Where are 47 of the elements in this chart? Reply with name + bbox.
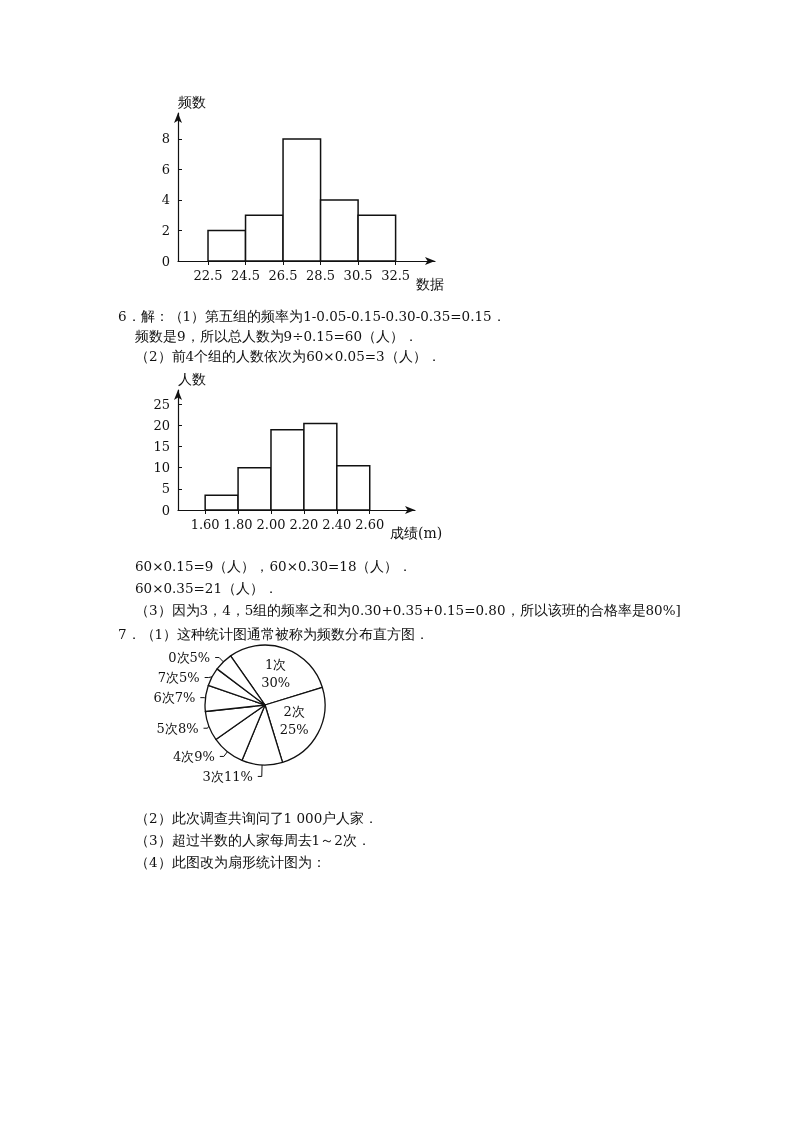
x-tick-label: 2.00: [256, 517, 286, 532]
slice-label: 1次: [265, 657, 287, 673]
chart-subtitle: 频数是9，所以总人数为9÷0.15=60（人）．: [135, 327, 419, 346]
text: （2）前4个组的人数依次为60×0.05=3（人）．: [135, 347, 441, 366]
y-tick-label: 0: [161, 253, 170, 269]
chart-title: 7．（1）这种统计图通常被称为频数分布直方图．: [118, 625, 430, 644]
text: （3）因为3，4，5组的频率之和为0.30+0.35+0.15=0.80，所以该班的合格率是80%]: [135, 601, 681, 620]
x-tick-label: 1.80: [223, 517, 253, 532]
slice-label: 0次5%: [168, 650, 211, 666]
text: 60×0.15=9（人），60×0.30=18（人）．: [135, 557, 413, 576]
y-tick-label: 20: [153, 417, 170, 433]
y-tick-label: 25: [153, 396, 170, 412]
x-tick-label: 24.5: [231, 268, 261, 283]
x-tick-label: 2.40: [322, 517, 352, 532]
data-label: 25%: [279, 721, 309, 737]
y-tick-label: 5: [161, 481, 170, 497]
y-tick-label: 6: [161, 161, 170, 177]
x-tick-label: 2.20: [289, 517, 319, 532]
slice-label: 3次11%: [202, 768, 253, 784]
chart-title: 6．解：（1）第五组的频率为1-0.05-0.15-0.30-0.35=0.15．: [118, 307, 506, 326]
text: （2）此次调查共询问了1 000户人家．: [135, 809, 379, 828]
x-axis-title: 数据: [415, 276, 444, 292]
y-tick-label: 2: [161, 222, 170, 238]
y-tick-label: 15: [153, 439, 170, 455]
slice-label: 6次7%: [153, 690, 196, 706]
x-tick-label: 32.5: [381, 268, 411, 283]
x-tick-label: 28.5: [306, 268, 336, 283]
y-tick-label: 8: [161, 131, 170, 147]
text: （3）超过半数的人家每周去1～2次．: [135, 831, 371, 850]
x-tick-label: 1.60: [190, 517, 220, 532]
y-tick-label: 0: [161, 502, 170, 518]
y-axis-title: 人数: [178, 371, 206, 387]
slice-label: 7次5%: [157, 670, 200, 686]
x-tick-label: 2.60: [355, 517, 385, 532]
slice-label: 2次: [283, 703, 305, 719]
x-tick-label: 30.5: [343, 268, 373, 283]
slice-label: 4次9%: [172, 748, 215, 764]
x-tick-label: 22.5: [193, 268, 223, 283]
slice-label: 5次8%: [156, 720, 199, 736]
y-axis-title: 频数: [178, 94, 206, 110]
x-axis-title: 成绩(m): [390, 525, 443, 541]
data-label: 30%: [261, 675, 291, 691]
y-tick-label: 4: [161, 192, 170, 208]
y-tick-label: 10: [153, 460, 170, 476]
x-tick-label: 26.5: [268, 268, 298, 283]
text: （4）此图改为扇形统计图为：: [135, 853, 326, 872]
text: 60×0.35=21（人）．: [135, 579, 279, 598]
